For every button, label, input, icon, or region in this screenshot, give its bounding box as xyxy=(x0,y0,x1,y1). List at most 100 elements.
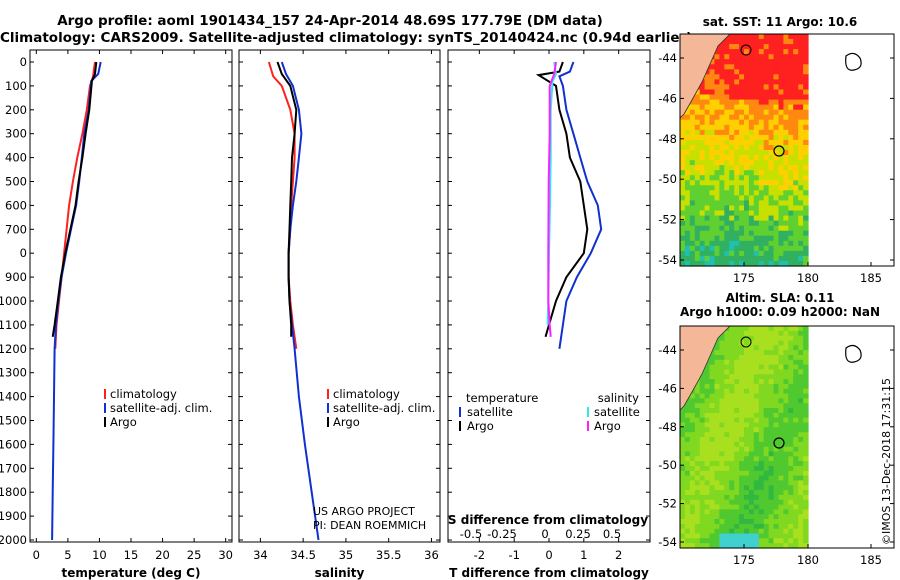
map-cell xyxy=(768,220,775,227)
depth-tick-label: 0 xyxy=(20,55,27,69)
map-cell xyxy=(739,355,745,361)
map-cell xyxy=(744,79,750,85)
map-cell xyxy=(689,205,696,212)
map-cell xyxy=(763,369,770,375)
map-cell xyxy=(724,134,730,141)
map-cell xyxy=(778,393,784,399)
map-cell xyxy=(758,134,765,141)
map-cell xyxy=(758,326,765,332)
map-cell xyxy=(724,240,730,247)
map-cell xyxy=(783,225,789,232)
map-cell xyxy=(753,190,760,196)
map-cell xyxy=(724,145,730,151)
map-cell xyxy=(763,230,770,237)
map-cell xyxy=(788,456,794,462)
map-cell xyxy=(719,44,725,50)
map-cell xyxy=(788,195,794,201)
map-cell xyxy=(793,170,799,176)
map-cell xyxy=(734,528,740,535)
map-cell xyxy=(699,451,706,457)
map-cell xyxy=(689,99,696,106)
map-cell xyxy=(694,543,701,549)
map-cell xyxy=(709,490,715,496)
map-cell xyxy=(709,514,715,520)
map-cell xyxy=(803,145,809,151)
map-cell xyxy=(680,170,686,176)
map-cell xyxy=(793,160,799,166)
map-cell xyxy=(734,104,740,111)
map-cell xyxy=(768,89,775,96)
map-cell xyxy=(709,109,715,116)
map-cell xyxy=(739,374,745,380)
map-cell xyxy=(773,335,779,342)
map-cell xyxy=(778,480,784,486)
map-cell xyxy=(694,514,701,520)
map-cell xyxy=(719,250,725,257)
map-cell xyxy=(778,388,784,395)
map-cell xyxy=(694,235,701,242)
map-cell xyxy=(724,335,730,342)
map-cell xyxy=(788,59,794,65)
map-cell xyxy=(689,490,696,496)
map-cell xyxy=(709,388,715,395)
map-cell xyxy=(724,340,730,346)
map-cell xyxy=(714,514,720,520)
map-cell xyxy=(798,255,804,262)
map-cell xyxy=(739,494,745,501)
map-cell xyxy=(763,119,770,126)
map-cell xyxy=(719,74,725,80)
map-cell xyxy=(694,388,701,395)
map-cell xyxy=(734,99,740,106)
map-cell xyxy=(724,350,730,356)
map-cell xyxy=(729,99,735,106)
map-cell xyxy=(709,480,715,486)
map-cell xyxy=(773,374,779,380)
map-cell xyxy=(803,355,809,361)
map-cell xyxy=(763,124,770,131)
annotation-pi: PI: DEAN ROEMMICH xyxy=(313,519,426,532)
map-cell xyxy=(704,388,711,395)
map-cell xyxy=(798,134,804,141)
map-cell xyxy=(768,245,775,252)
map-cell xyxy=(724,190,730,196)
map-cell xyxy=(709,466,715,472)
map-cell xyxy=(758,417,765,424)
map-cell xyxy=(788,134,794,141)
profile-location-marker xyxy=(773,145,785,157)
map-cell xyxy=(758,456,765,462)
map-cell xyxy=(719,129,725,136)
map-cell xyxy=(744,165,750,171)
map-cell xyxy=(709,59,715,65)
map-cell xyxy=(704,205,711,212)
map-cell xyxy=(763,185,770,191)
map-cell xyxy=(734,509,740,515)
map-cell xyxy=(729,129,735,136)
map-cell xyxy=(739,109,745,116)
map-cell xyxy=(739,543,745,549)
map-cell xyxy=(714,437,720,443)
map-cell xyxy=(773,456,779,462)
map-cell xyxy=(778,261,784,267)
map-cell xyxy=(719,528,725,535)
island-icon xyxy=(740,44,752,56)
map-cell xyxy=(783,374,789,380)
map-cell xyxy=(748,160,755,166)
map-cell xyxy=(763,538,770,544)
map-cell xyxy=(734,369,740,375)
map-cell xyxy=(763,514,770,520)
legend-header-temperature: temperature xyxy=(466,391,538,405)
map-cell xyxy=(803,485,809,491)
map-cell xyxy=(744,245,750,252)
map-cell xyxy=(739,456,745,462)
x-tick-label: 10 xyxy=(92,548,107,562)
map-cell xyxy=(684,185,691,191)
map-cell xyxy=(798,335,804,342)
map-cell xyxy=(758,150,765,156)
map-cell xyxy=(793,225,799,232)
map-cell xyxy=(753,393,760,399)
map-cell xyxy=(714,210,720,217)
map-cell xyxy=(788,499,794,506)
map-cell xyxy=(753,54,760,60)
map-cell xyxy=(763,210,770,217)
map-cell xyxy=(714,490,720,496)
